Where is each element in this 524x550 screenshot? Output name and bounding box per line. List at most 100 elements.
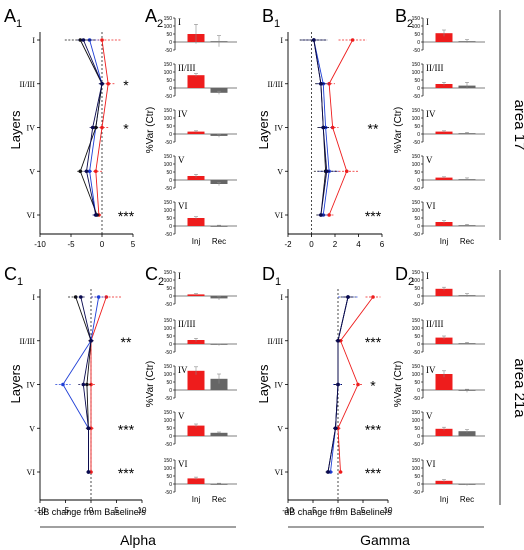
layer-tick-label: V <box>29 424 35 433</box>
significance-marker: ** <box>121 334 132 350</box>
y-tick-label: 100 <box>164 208 173 214</box>
y-tick-label: 0 <box>417 482 420 488</box>
bar-layer-label: V <box>426 411 433 421</box>
bar-plot-IV: 150 100 50 0 -50 IV <box>412 364 485 402</box>
y-tick-label: 0 <box>417 132 420 138</box>
y-tick-label: -50 <box>165 302 172 308</box>
significance-marker: * <box>123 121 129 137</box>
layer-tick-label: IV <box>275 381 284 390</box>
y-tick-label: 100 <box>412 466 421 472</box>
series-line-red <box>337 296 374 473</box>
y-tick-label: 50 <box>414 124 420 130</box>
bar-layer-label: IV <box>178 109 188 119</box>
xlabel-C1: dB change from Baseline/s <box>38 507 146 517</box>
bar-plot-I: 150 100 50 0 -50 I <box>164 270 237 308</box>
y-tick-label: 100 <box>412 326 421 332</box>
bar-category-label: Inj <box>440 495 449 504</box>
bar-rec <box>210 180 228 184</box>
x-tick-label: 0 <box>100 240 105 249</box>
bar-layer-label: I <box>178 271 181 281</box>
bar-plot-IV: 150 100 50 0 -50 IV <box>164 108 237 146</box>
data-point <box>336 338 340 343</box>
y-tick-label: 0 <box>417 294 420 300</box>
y-tick-label: 150 <box>412 410 421 416</box>
bar-plot-I: 150 100 50 0 -50 I <box>164 16 237 54</box>
x-tick-label: -2 <box>284 240 292 249</box>
layer-tick-label: I <box>280 293 283 302</box>
data-point <box>346 295 350 299</box>
layer-tick-label: VI <box>275 211 284 220</box>
layer-tick-label: V <box>29 167 35 176</box>
y-tick-label: 0 <box>169 342 172 348</box>
y-tick-label: 150 <box>164 62 173 68</box>
data-point <box>106 81 110 86</box>
y-tick-label: -50 <box>413 232 420 238</box>
var-ylabel-C2: %Var (Ctr) <box>145 361 156 407</box>
y-tick-label: 0 <box>417 86 420 92</box>
bar-rec <box>210 378 228 390</box>
layer-tick-label: IV <box>27 124 36 133</box>
y-tick-label: 50 <box>414 334 420 340</box>
y-tick-label: 150 <box>412 154 421 160</box>
y-tick-label: 50 <box>166 334 172 340</box>
x-tick-label: -10 <box>34 506 46 515</box>
bar-inj <box>435 288 453 296</box>
y-tick-label: 50 <box>166 216 172 222</box>
bar-inj <box>187 75 205 88</box>
data-point <box>319 213 323 217</box>
data-point <box>100 81 104 86</box>
bar-inj <box>187 340 205 344</box>
y-tick-label: 150 <box>164 108 173 114</box>
y-tick-label: -50 <box>165 140 172 146</box>
bar-category-label: Inj <box>192 237 201 246</box>
data-point <box>94 169 98 174</box>
significance-marker: *** <box>365 208 382 224</box>
significance-marker: *** <box>118 208 135 224</box>
var-ylabel-B2: %Var (Ctr) <box>393 107 404 153</box>
bar-plot-II/III: 150 100 50 0 -50 II/III <box>164 62 237 100</box>
y-tick-label: 50 <box>414 78 420 84</box>
bottom-label-alpha: Alpha <box>120 532 156 548</box>
bar-category-label: Rec <box>212 237 226 246</box>
bar-layer-label: V <box>426 155 433 165</box>
data-point <box>336 382 340 387</box>
bar-inj <box>435 84 453 88</box>
x-tick-label: -10 <box>34 240 46 249</box>
var-ylabel-A2: %Var (Ctr) <box>145 107 156 153</box>
significance-marker: *** <box>118 465 135 481</box>
y-tick-label: 0 <box>169 86 172 92</box>
xlabel-D1: dB change from Baseline/s <box>284 507 392 517</box>
y-tick-label: 100 <box>412 278 421 284</box>
data-point <box>81 382 86 387</box>
y-tick-label: 100 <box>412 372 421 378</box>
y-tick-label: 100 <box>412 162 421 168</box>
bar-inj <box>187 478 205 484</box>
layer-tick-label: V <box>277 424 283 433</box>
data-point <box>89 382 93 387</box>
y-tick-label: 150 <box>164 458 173 464</box>
y-tick-label: 150 <box>412 364 421 370</box>
bar-layer-label: II/III <box>426 63 444 73</box>
bar-layer-label: V <box>178 155 185 165</box>
x-tick-label: 6 <box>380 240 385 249</box>
layer-tick-label: I <box>32 36 35 45</box>
significance-marker: * <box>123 77 129 93</box>
y-tick-label: 150 <box>412 62 421 68</box>
data-point <box>78 38 83 42</box>
data-point <box>84 169 89 174</box>
y-tick-label: 150 <box>412 270 421 276</box>
y-tick-label: 50 <box>414 426 420 432</box>
data-point <box>78 169 83 174</box>
bar-column-A2: 150 100 50 0 -50 I 150 100 50 0 -50 II/III 150 100 50 0… <box>164 16 237 246</box>
y-tick-label: -50 <box>413 186 420 192</box>
data-point <box>89 470 93 474</box>
layers-ylabel-A1: Layers <box>8 110 23 150</box>
bar-layer-label: VI <box>178 201 188 211</box>
bar-layer-label: IV <box>426 109 436 119</box>
y-tick-label: -50 <box>413 48 420 54</box>
y-tick-label: 150 <box>164 318 173 324</box>
layers-ylabel-B1: Layers <box>256 110 271 150</box>
x-tick-label: 4 <box>356 240 361 249</box>
panel-label-B1: B1 <box>262 6 280 30</box>
